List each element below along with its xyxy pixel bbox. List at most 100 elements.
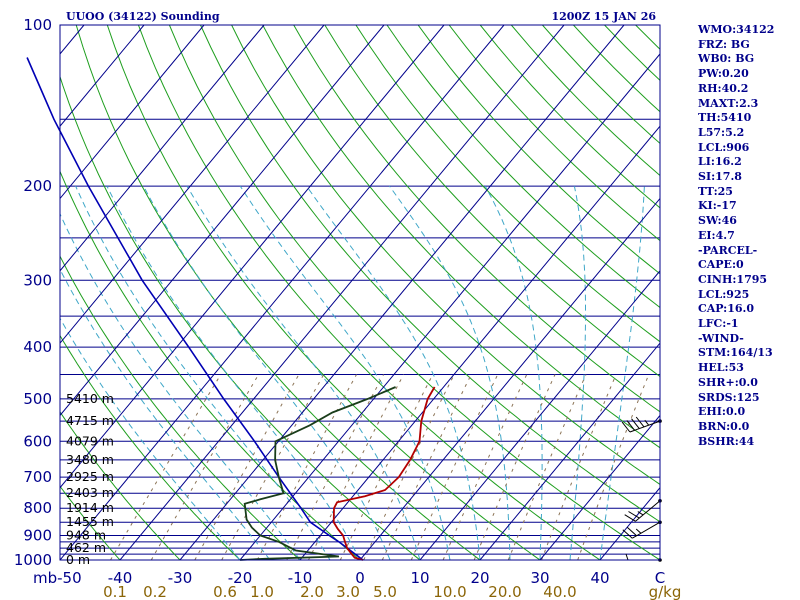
temperature-tick-label: 20 bbox=[470, 569, 489, 587]
temperature-tick-label: mb-50 bbox=[33, 569, 82, 587]
pressure-tick-label: 300 bbox=[23, 271, 52, 289]
moist-adiabat bbox=[60, 317, 241, 560]
dry-adiabat bbox=[200, 25, 660, 523]
index-line: PW:0.20 bbox=[698, 67, 749, 81]
wind-barb-feather bbox=[628, 511, 640, 519]
mixing-ratio-line bbox=[286, 374, 385, 560]
temperature-tick-label: 30 bbox=[530, 569, 549, 587]
mixing-ratio-tick-label: g/kg bbox=[649, 583, 682, 600]
height-label: 462 m bbox=[66, 540, 106, 555]
isotherm-line bbox=[179, 25, 625, 560]
temperature-tick-label: -10 bbox=[288, 569, 313, 587]
mixing-ratio-line bbox=[221, 374, 325, 560]
pressure-tick-label: 800 bbox=[23, 499, 52, 517]
pressure-tick-label: 600 bbox=[23, 432, 52, 450]
dry-adiabat bbox=[293, 25, 660, 413]
mixing-ratio-tick-label: 5.0 bbox=[373, 583, 397, 600]
mixing-ratio-line bbox=[150, 374, 260, 560]
dry-adiabat bbox=[106, 25, 541, 560]
wind-barb-shaft bbox=[635, 500, 661, 522]
mixing-ratio-line bbox=[339, 374, 434, 560]
index-line: CINH:1795 bbox=[698, 272, 768, 286]
moist-adiabat bbox=[569, 186, 587, 560]
temperature-tick-label: 10 bbox=[410, 569, 429, 587]
dry-adiabat bbox=[60, 334, 241, 560]
moist-adiabat bbox=[106, 185, 361, 560]
temperature-tick-label: C bbox=[655, 569, 665, 587]
dewpoint-trace-line bbox=[239, 386, 396, 561]
dry-adiabat bbox=[355, 25, 660, 343]
mixing-ratio-tick-label: 20.0 bbox=[488, 583, 521, 600]
temperature-tick-label: -20 bbox=[228, 569, 253, 587]
plot-frame bbox=[59, 24, 661, 561]
dry-adiabat bbox=[60, 410, 181, 560]
mixing-ratio-tick-label: 3.0 bbox=[336, 583, 360, 600]
wind-barb-half-feather bbox=[637, 511, 644, 516]
dry-adiabat bbox=[60, 255, 301, 560]
sounding-time: 1200Z 15 JAN 26 bbox=[551, 10, 656, 23]
mixing-ratio-line bbox=[381, 374, 472, 560]
index-line: BRN:0.0 bbox=[698, 419, 750, 433]
mixing-ratio-line bbox=[110, 374, 222, 560]
temperature-tick-label: 0 bbox=[355, 569, 365, 587]
height-label: 1455 m bbox=[66, 514, 114, 529]
mixing-ratio-tick-label: 0.2 bbox=[143, 583, 167, 600]
pressure-tick-label: 400 bbox=[23, 338, 52, 356]
pressure-tick-label: 700 bbox=[23, 468, 52, 486]
index-line: WB0: BG bbox=[698, 52, 755, 66]
mixing-ratio-line bbox=[577, 374, 650, 560]
wind-barb-feather bbox=[631, 418, 640, 429]
plot-background bbox=[60, 25, 660, 560]
mixing-ratio-tick-label: 2.0 bbox=[300, 583, 324, 600]
dry-adiabat bbox=[262, 25, 660, 449]
height-label: 5410 m bbox=[66, 391, 114, 406]
isotherms bbox=[60, 25, 660, 560]
indices-panel: WMO:34122 FRZ: BG WB0: BG PW:0.20 RH:40.2 MAX… bbox=[698, 23, 798, 449]
isotherm-line bbox=[60, 25, 445, 489]
isotherm-line bbox=[299, 125, 660, 560]
wind-barb-shaft bbox=[632, 521, 661, 539]
height-label: 2403 m bbox=[66, 485, 114, 500]
dry-adiabats bbox=[60, 25, 660, 560]
wind-barb-half-feather bbox=[635, 528, 642, 534]
index-line: EI:4.7 bbox=[698, 228, 735, 242]
dry-adiabat bbox=[231, 25, 660, 486]
index-line: LCL:906 bbox=[698, 140, 750, 154]
index-line: SHR+:0.0 bbox=[698, 375, 758, 389]
dry-adiabat bbox=[60, 485, 121, 560]
moist-adiabat bbox=[60, 268, 271, 560]
temperature-trace bbox=[332, 386, 436, 561]
index-line: CAPE:0 bbox=[698, 258, 744, 272]
index-line: CAP:16.0 bbox=[698, 302, 755, 316]
index-line: -WIND- bbox=[698, 331, 744, 345]
pressure-tick-label: 100 bbox=[23, 16, 52, 34]
wind-barb-half-feather bbox=[644, 419, 650, 426]
index-line: MAXT:2.3 bbox=[698, 96, 759, 110]
height-label: 948 m bbox=[66, 528, 106, 543]
dry-adiabat bbox=[60, 170, 361, 560]
mixing-ratio-line bbox=[507, 374, 587, 560]
mixing-ratio-tick-label: 0.1 bbox=[103, 583, 127, 600]
mixing-ratio-line bbox=[308, 374, 405, 560]
mixing-ratio-tick-label: 10.0 bbox=[433, 583, 466, 600]
index-line: LFC:-1 bbox=[698, 317, 739, 331]
index-line: RH:40.2 bbox=[698, 81, 749, 95]
temperature-tick-label: -30 bbox=[168, 569, 193, 587]
mixing-ratio-line bbox=[410, 374, 499, 560]
moist-adiabat bbox=[60, 212, 301, 560]
index-line: HEL:53 bbox=[698, 361, 744, 375]
temperature-tick-label: 40 bbox=[590, 569, 609, 587]
isotherm-line bbox=[479, 342, 660, 560]
temperature-tick-label: -40 bbox=[108, 569, 133, 587]
index-line: SW:46 bbox=[698, 214, 737, 228]
index-line: EHI:0.0 bbox=[698, 405, 746, 419]
isotherm-line bbox=[60, 25, 145, 127]
index-line: STM:164/13 bbox=[698, 346, 773, 360]
index-line: L57:5.2 bbox=[698, 125, 745, 139]
temperature-axis-labels: mb-50 -40 -30 -20 -10 0 10 20 30 40 C bbox=[33, 569, 665, 587]
index-line: SRDS:125 bbox=[698, 390, 760, 404]
height-label: 4715 m bbox=[66, 413, 114, 428]
index-line: SI:17.8 bbox=[698, 170, 742, 184]
